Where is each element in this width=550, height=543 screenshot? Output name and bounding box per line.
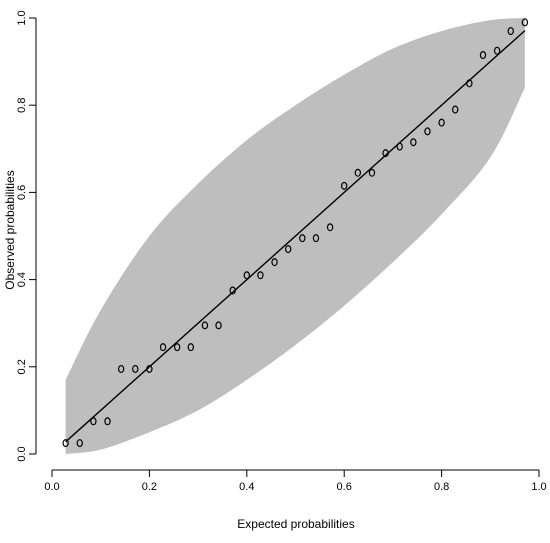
y-tick-label-1: 0.2	[16, 359, 28, 374]
y-tick-label-4: 0.8	[16, 98, 28, 113]
x-tick-label-0: 0.0	[44, 481, 59, 493]
y-tick-label-5: 1.0	[16, 10, 28, 25]
data-point-18	[312, 234, 320, 243]
data-point-17	[299, 234, 306, 243]
data-point-25	[410, 138, 417, 147]
data-point-29	[466, 79, 473, 88]
data-point-19	[326, 223, 334, 232]
data-point-16	[284, 245, 292, 254]
reference-line-layer	[65, 30, 526, 443]
data-point-15	[271, 258, 278, 267]
y-axis-title: Observed probabilities	[3, 170, 17, 289]
data-point-14	[257, 271, 264, 280]
data-point-24	[396, 142, 403, 151]
data-point-10	[201, 321, 209, 330]
data-point-13	[243, 271, 250, 280]
x-tick-label-5: 1.0	[531, 481, 546, 493]
x-tick-label-2: 0.4	[239, 481, 254, 493]
x-tick-label-4: 0.8	[434, 481, 449, 493]
axes-layer: 0.0 0.2 0.4 0.6 0.8 1.0 0.0 0.2 0.4 0.6 0.8 1.0	[16, 10, 547, 493]
data-point-23	[382, 149, 389, 158]
data-point-12	[229, 286, 236, 295]
data-point-0	[62, 439, 69, 448]
points-layer	[62, 18, 529, 448]
data-point-6	[146, 364, 153, 373]
data-point-27	[438, 118, 445, 127]
data-point-5	[132, 364, 139, 373]
data-point-26	[424, 127, 431, 136]
data-point-7	[159, 343, 167, 352]
y-tick-label-0: 0.0	[16, 446, 28, 461]
y-tick-label-2: 0.4	[16, 272, 28, 287]
data-point-3	[104, 417, 111, 426]
reference-line	[65, 30, 526, 443]
data-point-28	[452, 105, 459, 114]
data-point-20	[341, 181, 348, 190]
data-point-32	[507, 27, 514, 36]
y-tick-label-3: 0.6	[16, 185, 28, 200]
data-point-1	[76, 439, 83, 448]
data-point-4	[117, 364, 125, 373]
data-point-21	[354, 168, 362, 177]
data-point-2	[90, 417, 97, 426]
x-tick-label-1: 0.2	[142, 481, 157, 493]
data-point-31	[493, 46, 501, 55]
x-tick-label-3: 0.6	[337, 481, 352, 493]
data-point-11	[215, 321, 222, 330]
data-point-22	[368, 168, 376, 177]
data-point-8	[173, 343, 181, 352]
data-point-33	[521, 18, 529, 27]
data-point-30	[479, 51, 487, 60]
x-axis-title: Expected probabilities	[237, 517, 354, 531]
data-point-9	[187, 343, 194, 352]
